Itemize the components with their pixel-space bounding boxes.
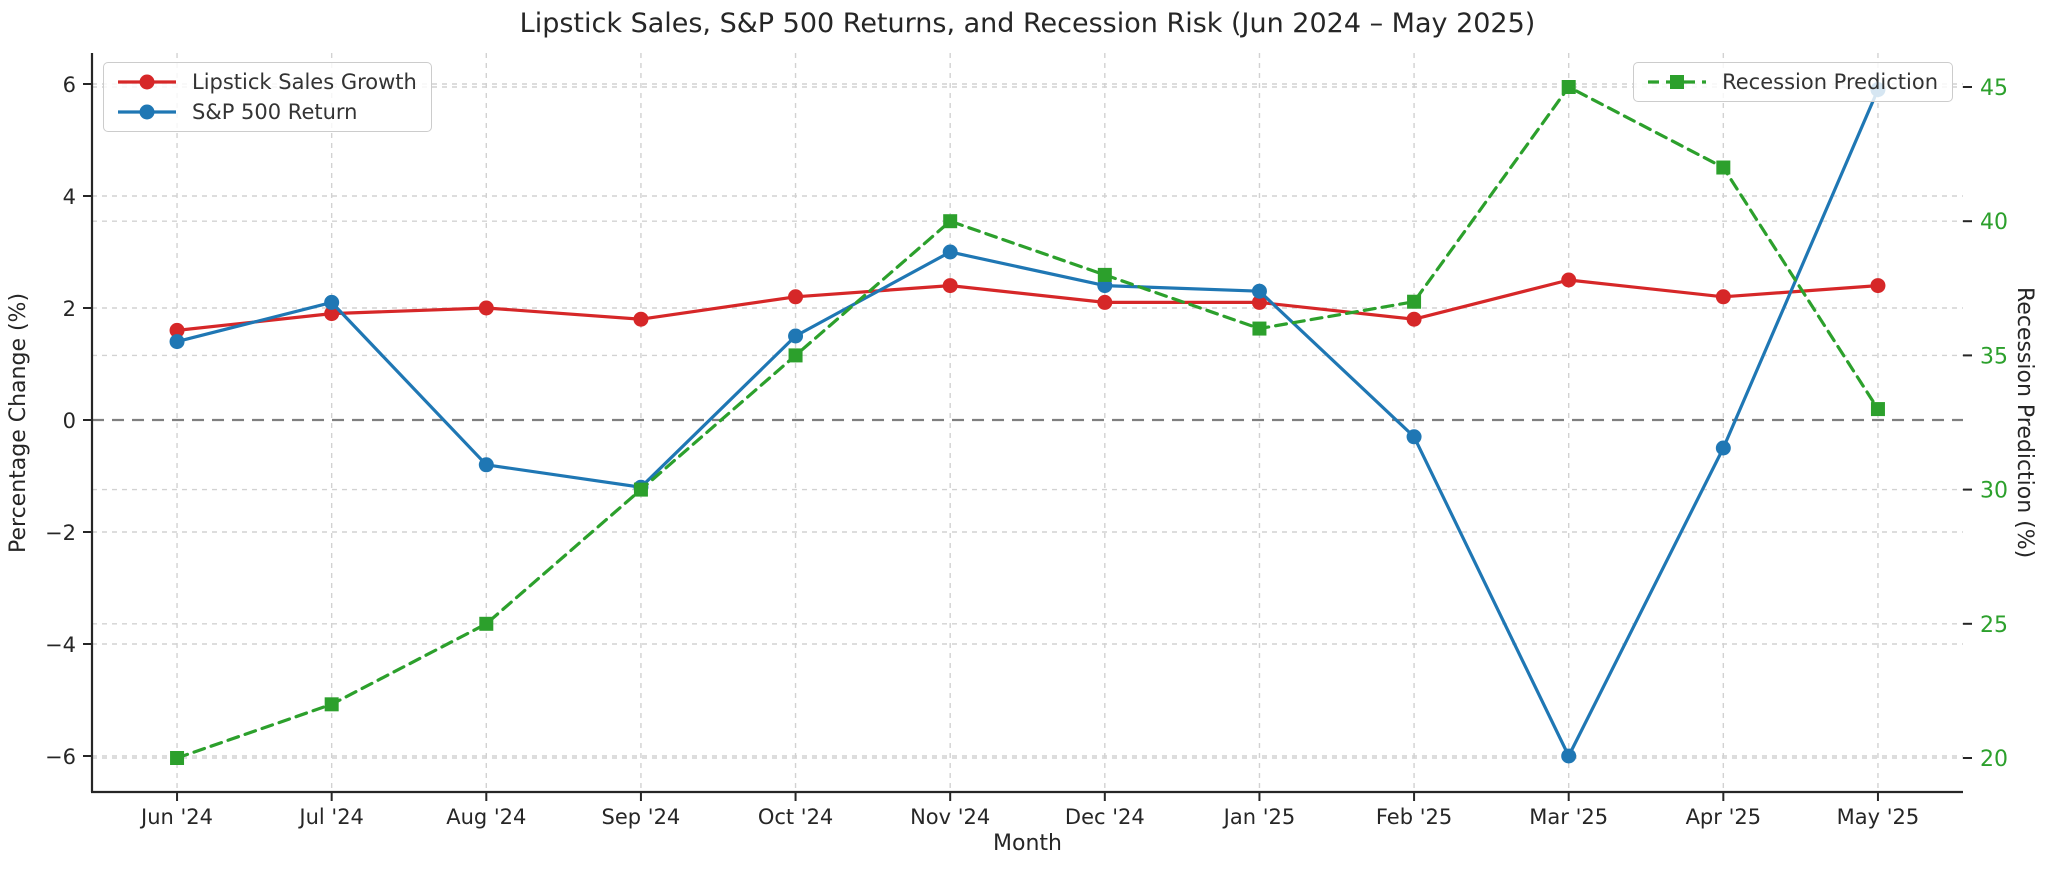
- data-point: [943, 214, 958, 229]
- data-point: [1870, 278, 1886, 294]
- data-point: [788, 328, 804, 344]
- data-point: [1561, 272, 1577, 288]
- left-tick-label: 6: [63, 73, 76, 97]
- data-point: [942, 244, 958, 260]
- data-point: [1715, 289, 1731, 305]
- data-point: [1252, 321, 1267, 336]
- right-y-axis-label: Recession Prediction (%): [2012, 286, 2037, 559]
- data-point: [633, 482, 648, 497]
- left-tick-label: −4: [45, 633, 76, 657]
- data-point: [324, 294, 340, 310]
- left-tick-label: −2: [45, 521, 76, 545]
- data-point: [478, 300, 494, 316]
- legend-item-lipstick: Lipstick Sales Growth: [114, 70, 417, 94]
- x-tick-label: Jul '24: [297, 805, 364, 829]
- x-tick-label: Apr '25: [1686, 805, 1762, 829]
- right-tick-label: 20: [1980, 747, 2008, 772]
- data-point: [1561, 748, 1577, 764]
- right-tick-label: 45: [1980, 76, 2008, 101]
- data-point: [1406, 311, 1422, 327]
- data-point: [942, 278, 958, 294]
- right-tick-label: 35: [1980, 344, 2008, 369]
- legend-secondary: Recession Prediction: [1633, 62, 1953, 102]
- data-point: [1406, 429, 1422, 445]
- x-tick-label: Mar '25: [1529, 805, 1608, 829]
- data-point: [1251, 294, 1267, 310]
- left-y-axis-label: Percentage Change (%): [6, 292, 31, 553]
- data-point: [1870, 402, 1885, 417]
- left-tick-label: −6: [45, 745, 76, 769]
- data-point: [169, 334, 185, 350]
- legend-label: S&P 500 Return: [192, 100, 358, 124]
- x-axis-label: Month: [993, 831, 1062, 856]
- series-line-2: [175, 85, 1880, 760]
- sp500-line-sample-icon: [118, 104, 176, 120]
- data-point: [1561, 80, 1576, 94]
- data-point: [324, 306, 340, 322]
- data-point: [1097, 267, 1112, 282]
- data-point: [1715, 440, 1731, 456]
- left-tick-label: 2: [63, 297, 76, 321]
- data-point: [788, 348, 803, 363]
- x-tick-label: Sep '24: [602, 805, 681, 829]
- data-point: [324, 697, 339, 712]
- x-tick-label: Oct '24: [758, 805, 833, 829]
- data-point: [170, 751, 185, 765]
- data-point: [1251, 283, 1267, 299]
- data-point: [788, 289, 804, 305]
- data-point: [633, 311, 649, 327]
- recession-line-sample-icon: [1648, 75, 1707, 89]
- legend-item-recession: Recession Prediction: [1644, 70, 1938, 94]
- data-point: [1716, 160, 1731, 175]
- x-tick-label: Aug '24: [446, 805, 526, 829]
- data-point: [479, 616, 494, 631]
- x-tick-label: Nov '24: [910, 805, 990, 829]
- right-tick-label: 40: [1980, 210, 2008, 235]
- right-tick-label: 30: [1980, 479, 2008, 504]
- left-tick-label: 0: [63, 409, 76, 433]
- x-tick-label: May '25: [1837, 805, 1920, 829]
- data-point: [1407, 294, 1422, 309]
- data-point: [1097, 294, 1113, 310]
- legend-item-sp500: S&P 500 Return: [114, 100, 417, 124]
- legend-label: Recession Prediction: [1722, 70, 1938, 94]
- x-tick-label: Dec '24: [1065, 805, 1145, 829]
- legend-main: Lipstick Sales Growth S&P 500 Return: [103, 62, 432, 132]
- lipstick-line-sample-icon: [118, 74, 176, 90]
- x-tick-label: Feb '25: [1376, 805, 1452, 829]
- series-line-0: [175, 278, 1880, 332]
- x-tick-label: Jun '24: [139, 805, 213, 829]
- series-line-1: [175, 87, 1880, 758]
- data-point: [169, 322, 185, 338]
- legend-label: Lipstick Sales Growth: [192, 70, 417, 94]
- right-tick-label: 25: [1980, 613, 2008, 638]
- left-tick-label: 4: [63, 185, 76, 209]
- x-tick-label: Jan '25: [1222, 805, 1296, 829]
- data-point: [478, 457, 494, 473]
- chart-title: Lipstick Sales, S&P 500 Returns, and Rec…: [519, 8, 1536, 39]
